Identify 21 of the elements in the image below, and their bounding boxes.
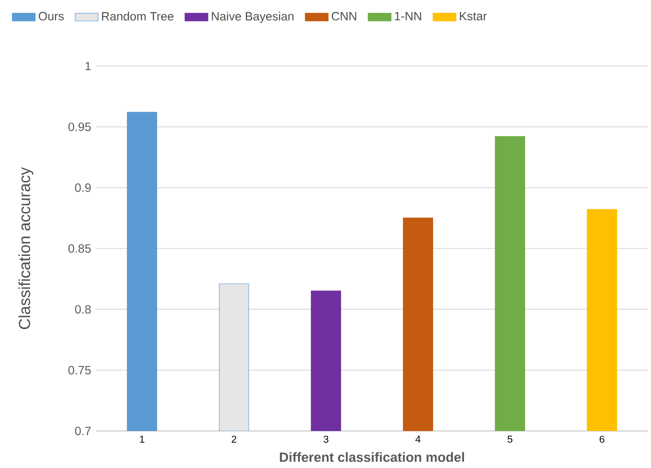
legend-label: 1-NN bbox=[394, 12, 422, 20]
x-tick-label: 2 bbox=[232, 436, 236, 443]
legend-label: Random Tree bbox=[102, 12, 174, 21]
y-axis-title: Classification accuracy bbox=[18, 167, 34, 330]
y-tick-label: 0.7 bbox=[75, 426, 91, 436]
x-tick-label: 5 bbox=[508, 436, 512, 443]
legend-label: Kstar bbox=[460, 12, 487, 20]
x-tick-label: 1 bbox=[140, 436, 144, 443]
legend-label: Naive Bayesian bbox=[212, 12, 294, 23]
y-tick-label: 0.85 bbox=[68, 244, 91, 253]
x-tick-label: 6 bbox=[600, 436, 604, 443]
y-tick-label: 0.9 bbox=[75, 183, 91, 192]
x-axis-title: Different classification model bbox=[280, 452, 464, 462]
y-tick-label: 0.8 bbox=[75, 305, 91, 314]
y-tick-label: 0.75 bbox=[68, 366, 91, 374]
legend-label: CNN bbox=[332, 12, 356, 20]
y-tick-label: 0.95 bbox=[68, 122, 91, 132]
y-tick-label: 1 bbox=[86, 62, 91, 70]
x-tick-label: 3 bbox=[324, 436, 328, 443]
legend-label: Ours bbox=[38, 12, 64, 20]
x-tick-label: 4 bbox=[415, 436, 420, 443]
